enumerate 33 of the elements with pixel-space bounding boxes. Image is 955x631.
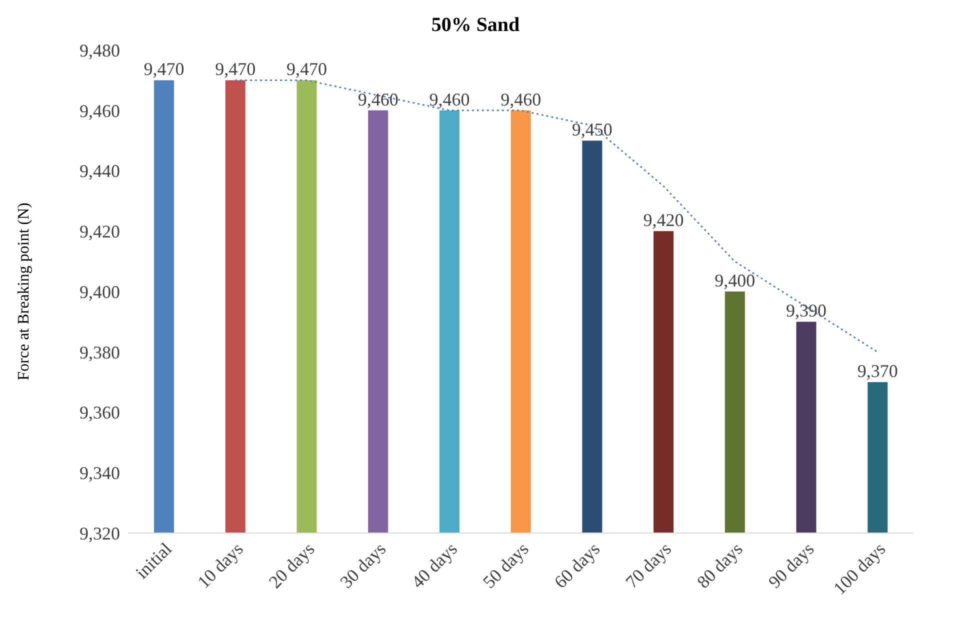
data-label: 9,450 — [572, 120, 612, 140]
x-tick-label: 50 days — [478, 538, 532, 592]
data-label: 9,390 — [786, 300, 827, 321]
y-tick-label: 9,480 — [80, 40, 120, 60]
y-tick-label: 9,380 — [80, 342, 120, 362]
data-label: 9,470 — [286, 59, 327, 80]
y-tick-label: 9,460 — [80, 100, 120, 121]
x-tick-label: 60 days — [550, 538, 604, 592]
data-label: 9,460 — [429, 89, 470, 110]
y-tick-label: 9,440 — [80, 161, 120, 182]
x-tick-label: 70 days — [622, 538, 676, 592]
x-tick-label: 20 days — [264, 538, 318, 592]
x-tick-label: 80 days — [693, 538, 746, 592]
data-label: 9,370 — [857, 361, 898, 382]
x-tick-label: 40 days — [408, 538, 461, 592]
data-label: 9,420 — [643, 210, 684, 230]
data-label: 9,460 — [358, 89, 398, 110]
x-tick-label: 90 days — [764, 538, 818, 592]
y-axis-title: Force at Breaking point (N) — [16, 202, 33, 380]
data-label: 9,470 — [215, 59, 256, 80]
x-tick-label: 10 days — [194, 538, 247, 592]
data-label: 9,470 — [144, 59, 184, 80]
chart-title: 50% Sand — [430, 13, 521, 38]
line-series — [234, 79, 878, 353]
x-tick-label: 100 days — [829, 538, 890, 598]
y-tick-label: 9,340 — [80, 463, 120, 484]
y-tick-label: 9,420 — [80, 222, 120, 242]
y-tick-label: 9,320 — [80, 523, 120, 544]
y-tick-label: 9,400 — [80, 282, 120, 302]
x-tick-label: 30 days — [336, 538, 390, 592]
y-tick-label: 9,360 — [80, 402, 120, 423]
data-label: 9,460 — [500, 89, 542, 110]
data-label: 9,400 — [714, 270, 756, 290]
